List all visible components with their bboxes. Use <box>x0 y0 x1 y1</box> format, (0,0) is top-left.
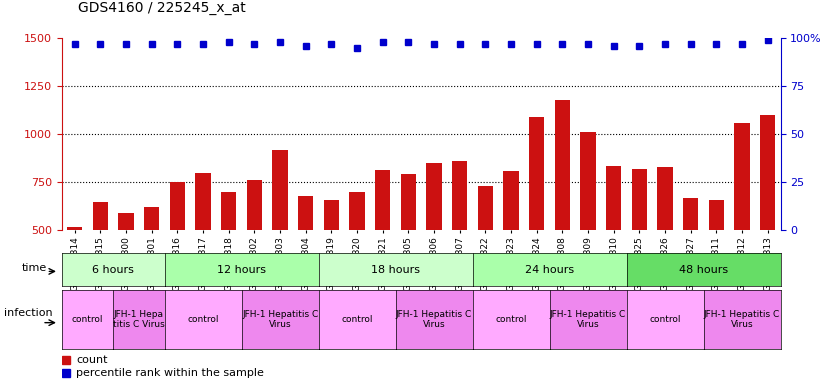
Text: time: time <box>21 263 47 273</box>
Bar <box>683 198 699 230</box>
Bar <box>503 171 519 230</box>
Bar <box>529 117 544 230</box>
Text: control: control <box>72 315 103 324</box>
Text: control: control <box>496 315 527 324</box>
Text: GDS4160 / 225245_x_at: GDS4160 / 225245_x_at <box>78 2 246 15</box>
Text: count: count <box>76 355 108 365</box>
Bar <box>760 115 776 230</box>
Bar <box>734 123 750 230</box>
Text: percentile rank within the sample: percentile rank within the sample <box>76 368 264 379</box>
Bar <box>477 186 493 230</box>
Bar <box>93 202 108 230</box>
Text: 6 hours: 6 hours <box>93 265 134 275</box>
Bar <box>452 161 468 230</box>
Text: JFH-1 Hepatitis C
Virus: JFH-1 Hepatitis C Virus <box>704 310 781 329</box>
Bar <box>555 100 570 230</box>
Text: 24 hours: 24 hours <box>525 265 574 275</box>
Bar <box>581 132 596 230</box>
Bar <box>273 150 287 230</box>
Bar <box>67 227 83 230</box>
Text: JFH-1 Hepatitis C
Virus: JFH-1 Hepatitis C Virus <box>242 310 318 329</box>
Text: 48 hours: 48 hours <box>679 265 729 275</box>
Text: 12 hours: 12 hours <box>217 265 266 275</box>
Bar <box>375 170 391 230</box>
Bar <box>196 173 211 230</box>
Bar <box>401 174 416 230</box>
Bar <box>221 192 236 230</box>
Text: JFH-1 Hepatitis C
Virus: JFH-1 Hepatitis C Virus <box>550 310 626 329</box>
Text: 18 hours: 18 hours <box>371 265 420 275</box>
Bar <box>170 182 185 230</box>
Text: JFH-1 Hepatitis C
Virus: JFH-1 Hepatitis C Virus <box>396 310 472 329</box>
Bar <box>606 166 621 230</box>
Bar <box>247 180 262 230</box>
Bar <box>426 163 442 230</box>
Bar <box>144 207 159 230</box>
Bar <box>324 200 339 230</box>
Bar <box>709 200 724 230</box>
Bar <box>657 167 672 230</box>
Bar <box>632 169 647 230</box>
Text: control: control <box>188 315 219 324</box>
Bar <box>118 213 134 230</box>
Bar <box>349 192 365 230</box>
Text: JFH-1 Hepa
titis C Virus: JFH-1 Hepa titis C Virus <box>113 310 165 329</box>
Text: control: control <box>649 315 681 324</box>
Bar <box>298 196 313 230</box>
Text: control: control <box>341 315 373 324</box>
Text: infection: infection <box>3 308 52 318</box>
